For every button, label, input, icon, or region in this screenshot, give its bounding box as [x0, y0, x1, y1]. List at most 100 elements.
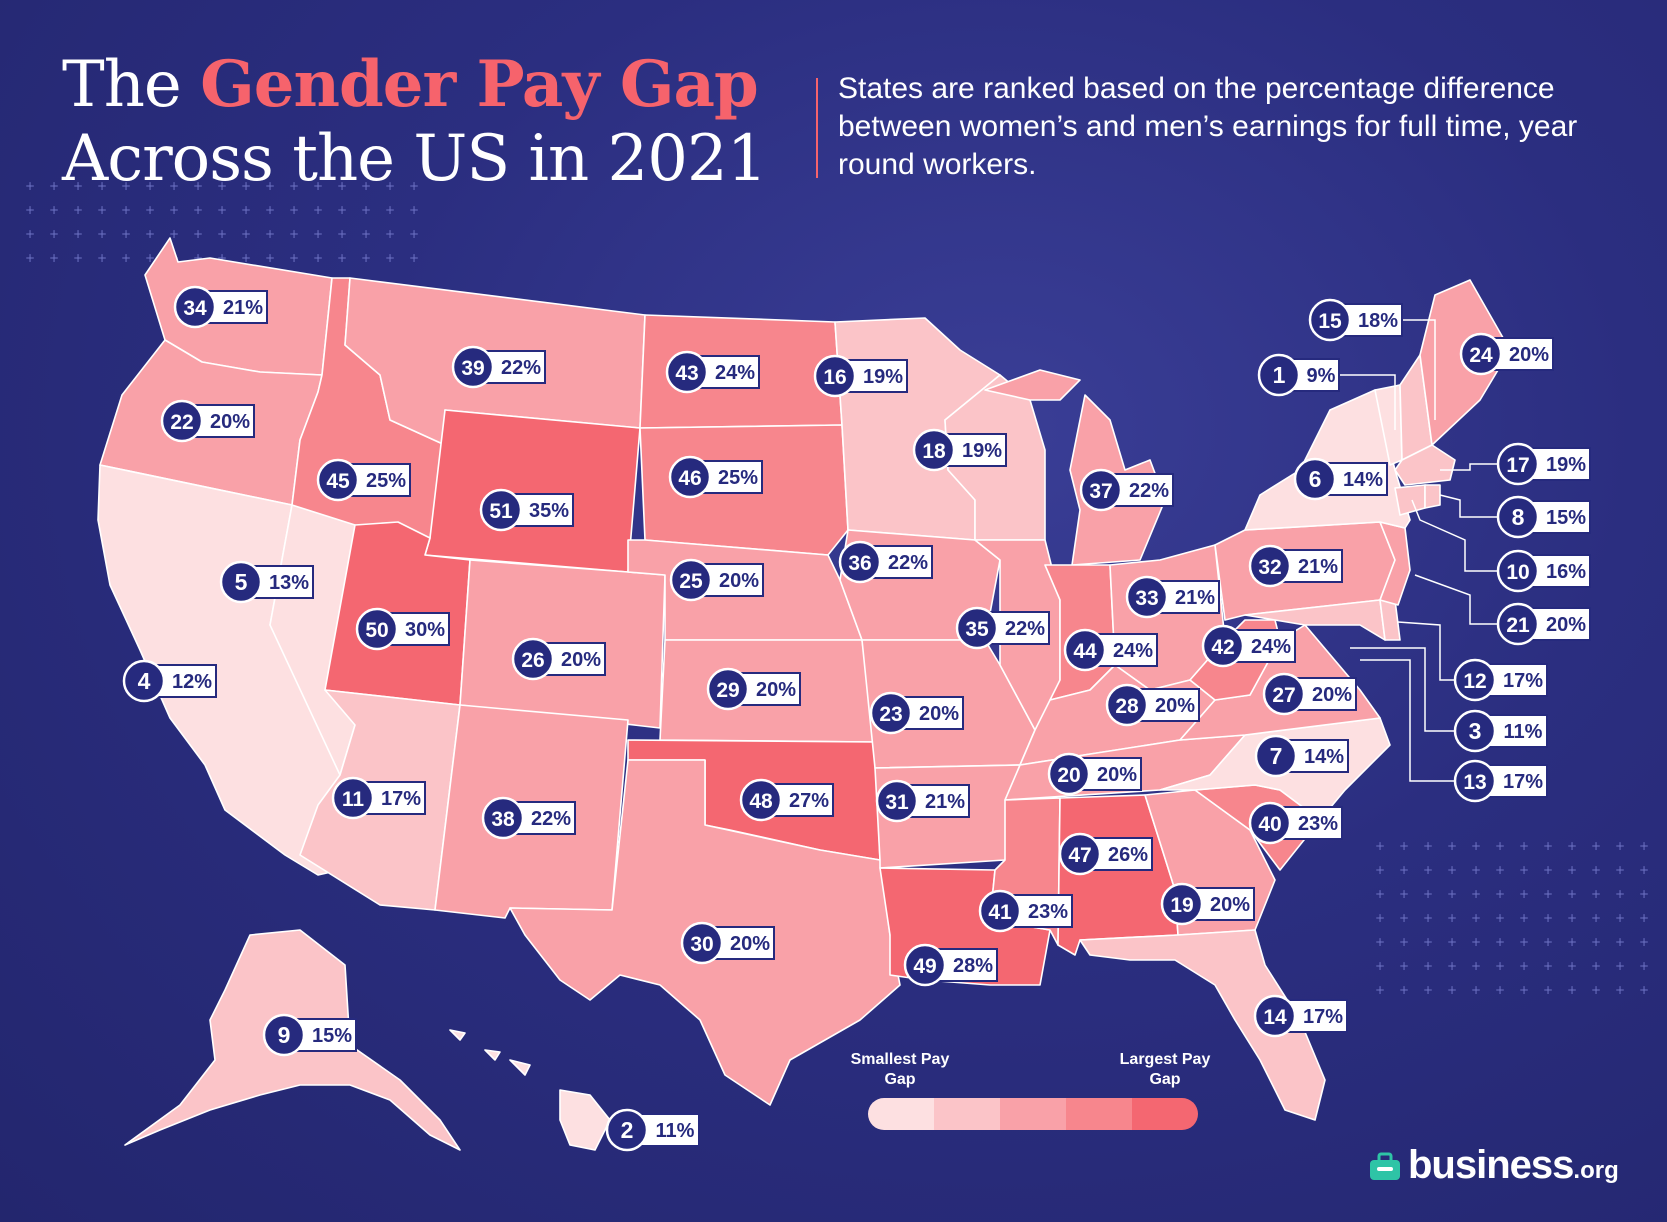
gap-label: 16% — [1546, 561, 1586, 583]
rank-circle — [355, 607, 399, 651]
plus-mark: + — [217, 251, 227, 265]
badge-mn: 16 19% — [813, 354, 908, 398]
badge-co: 26 20% — [511, 637, 606, 681]
plus-mark: + — [193, 227, 203, 241]
leader-line-ma — [1440, 463, 1518, 471]
plus-mark: + — [409, 227, 419, 241]
rank-circle — [1254, 734, 1298, 778]
badge-wv: 42 24% — [1201, 624, 1296, 668]
plus-mark: + — [1591, 935, 1601, 949]
plus-mark: + — [1567, 911, 1577, 925]
rank-circle — [1160, 882, 1204, 926]
plus-mark: + — [1639, 983, 1649, 997]
plus-mark: + — [1447, 911, 1457, 925]
plus-mark: + — [289, 227, 299, 241]
briefcase-icon — [1370, 1152, 1400, 1180]
plus-mark: + — [121, 179, 131, 193]
state-ri — [1424, 484, 1441, 509]
state-mi — [984, 369, 1166, 566]
gap-label: 24% — [1113, 640, 1153, 662]
plus-mark: + — [1639, 863, 1649, 877]
plus-mark: + — [1615, 911, 1625, 925]
rank-circle — [669, 558, 713, 602]
plus-mark: + — [1471, 839, 1481, 853]
plus-mark: + — [1519, 839, 1529, 853]
rank-label: 32 — [1258, 556, 1281, 579]
badge-va: 27 20% — [1262, 672, 1357, 716]
rank-label: 34 — [183, 297, 207, 320]
plus-mark: + — [1447, 959, 1457, 973]
gap-label: 17% — [1503, 670, 1543, 692]
badge-hi: 2 11% — [605, 1108, 700, 1152]
plus-mark: + — [1567, 983, 1577, 997]
plus-mark: + — [1519, 863, 1529, 877]
rank-label: 10 — [1506, 561, 1529, 584]
badge-me: 24 20% — [1459, 332, 1554, 376]
rank-circle — [1453, 658, 1497, 702]
rank-circle — [1201, 624, 1245, 668]
plus-mark: + — [1399, 839, 1409, 853]
plus-mark: + — [385, 227, 395, 241]
gap-label: 19% — [962, 440, 1002, 462]
badge-ks: 29 20% — [706, 667, 801, 711]
brand-tld: .org — [1573, 1157, 1619, 1184]
gap-label: 14% — [1343, 469, 1383, 491]
rank-label: 42 — [1211, 636, 1234, 659]
rank-circle — [875, 779, 919, 823]
plus-mark: + — [313, 227, 323, 241]
badge-ms: 41 23% — [978, 889, 1073, 933]
gap-label: 30% — [405, 619, 445, 641]
plus-mark: + — [337, 227, 347, 241]
badge-fl: 14 17% — [1253, 994, 1348, 1038]
plus-mark: + — [1399, 959, 1409, 973]
badge-or: 22 20% — [160, 399, 255, 443]
plus-mark: + — [1399, 863, 1409, 877]
state-wy — [424, 409, 641, 573]
rank-label: 19 — [1170, 894, 1193, 917]
legend-swatch — [934, 1098, 1000, 1130]
plus-mark: + — [145, 179, 155, 193]
rank-label: 13 — [1463, 771, 1486, 794]
title-line2: Across the US in 2021 — [62, 122, 767, 196]
rank-circle — [219, 560, 263, 604]
plus-mark: + — [1399, 983, 1409, 997]
badge-ky: 28 20% — [1105, 683, 1200, 727]
plus-mark: + — [1375, 839, 1385, 853]
plus-mark: + — [49, 179, 59, 193]
gap-label: 17% — [381, 788, 421, 810]
badge-wi: 18 19% — [912, 428, 1007, 472]
gap-label: 11% — [1504, 721, 1543, 743]
plus-mark: + — [361, 179, 371, 193]
plus-mark: + — [1519, 887, 1529, 901]
rank-circle — [912, 428, 956, 472]
plus-mark: + — [241, 203, 251, 217]
plus-mark: + — [1543, 911, 1553, 925]
badge-sd: 46 25% — [668, 455, 763, 499]
rank-circle — [1293, 457, 1337, 501]
rank-circle — [813, 354, 857, 398]
plus-mark: + — [1543, 863, 1553, 877]
plus-mark: + — [97, 179, 107, 193]
gap-label: 24% — [1251, 636, 1291, 658]
leader-line-dc — [1350, 647, 1475, 732]
plus-mark: + — [1471, 959, 1481, 973]
plus-mark: + — [265, 227, 275, 241]
badge-nd: 43 24% — [665, 350, 760, 394]
rank-label: 41 — [988, 901, 1012, 924]
plus-mark: + — [409, 203, 419, 217]
plus-mark: + — [1471, 983, 1481, 997]
plus-mark: + — [1375, 935, 1385, 949]
badge-ne: 25 20% — [669, 558, 764, 602]
rank-circle — [665, 350, 709, 394]
plus-mark: + — [1495, 911, 1505, 925]
rank-label: 5 — [235, 569, 248, 595]
plus-mark: + — [193, 203, 203, 217]
gap-label: 25% — [366, 470, 406, 492]
brand-word: business — [1408, 1143, 1574, 1187]
badge-az: 11 17% — [331, 776, 426, 820]
gap-label: 17% — [1503, 771, 1543, 793]
plus-mark: + — [1399, 887, 1409, 901]
gap-label: 20% — [719, 570, 759, 592]
plus-mark: + — [1519, 959, 1529, 973]
plus-mark: + — [97, 251, 107, 265]
